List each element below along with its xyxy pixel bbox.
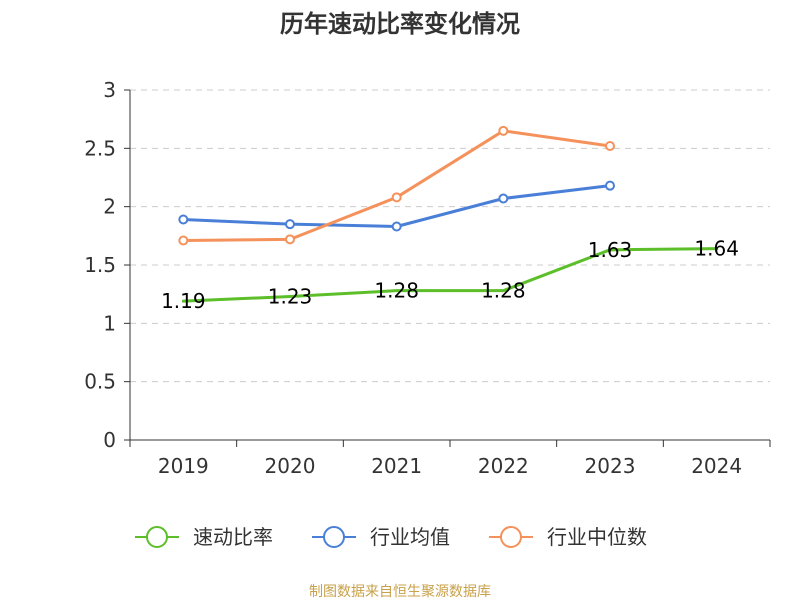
data-label: 1.28 bbox=[374, 279, 419, 303]
y-tick-label: 0 bbox=[103, 428, 116, 452]
axes: 0 0.5 1 1.5 2 2.5 3 2019 2020 2021 2022 2023 2024 bbox=[84, 78, 771, 478]
y-tick-label: 0.5 bbox=[84, 370, 116, 394]
y-tick-label: 2 bbox=[103, 195, 116, 219]
x-tick-label: 2019 bbox=[158, 454, 209, 478]
data-labels: 1.19 1.23 1.28 1.28 1.63 1.64 bbox=[161, 237, 739, 313]
legend[interactable]: 速动比率 行业均值 行业中位数 bbox=[135, 525, 647, 549]
series-line-1 bbox=[181, 184, 612, 228]
data-point[interactable] bbox=[605, 141, 615, 151]
x-tick-label: 2024 bbox=[691, 454, 742, 478]
grid bbox=[130, 89, 770, 383]
x-tick-label: 2021 bbox=[371, 454, 422, 478]
legend-item-1[interactable]: 行业均值 bbox=[312, 525, 450, 549]
series-line-0 bbox=[181, 247, 719, 303]
data-point[interactable] bbox=[498, 193, 509, 204]
data-point[interactable] bbox=[391, 221, 402, 232]
y-tick-label: 2.5 bbox=[84, 136, 116, 160]
data-label: 1.63 bbox=[588, 238, 633, 262]
legend-item-2[interactable]: 行业中位数 bbox=[489, 525, 647, 549]
data-point[interactable] bbox=[605, 180, 615, 191]
data-point[interactable] bbox=[391, 192, 402, 203]
x-tick-label: 2022 bbox=[478, 454, 529, 478]
y-tick-label: 3 bbox=[103, 78, 116, 102]
legend-item-0[interactable]: 速动比率 bbox=[135, 525, 273, 549]
series-layer bbox=[178, 125, 719, 303]
data-point[interactable] bbox=[285, 219, 295, 230]
chart-title: 历年速动比率变化情况 bbox=[280, 10, 520, 38]
y-tick-label: 1 bbox=[103, 311, 116, 335]
legend-marker-icon bbox=[146, 526, 168, 548]
legend-label: 速动比率 bbox=[193, 525, 273, 549]
data-point[interactable] bbox=[498, 125, 509, 136]
data-point[interactable] bbox=[285, 234, 295, 245]
y-tick-label: 1.5 bbox=[84, 253, 116, 277]
data-label: 1.23 bbox=[268, 285, 313, 309]
legend-label: 行业均值 bbox=[370, 525, 450, 549]
legend-marker-icon bbox=[323, 526, 345, 548]
legend-marker-icon bbox=[500, 526, 522, 548]
data-label: 1.28 bbox=[481, 279, 526, 303]
x-tick-label: 2020 bbox=[265, 454, 316, 478]
data-point[interactable] bbox=[178, 235, 189, 246]
data-label: 1.64 bbox=[694, 237, 739, 261]
data-label: 1.19 bbox=[161, 289, 206, 313]
data-point[interactable] bbox=[178, 214, 189, 225]
legend-label: 行业中位数 bbox=[547, 525, 647, 549]
source-note: 制图数据来自恒生聚源数据库 bbox=[309, 584, 491, 600]
x-tick-label: 2023 bbox=[585, 454, 636, 478]
